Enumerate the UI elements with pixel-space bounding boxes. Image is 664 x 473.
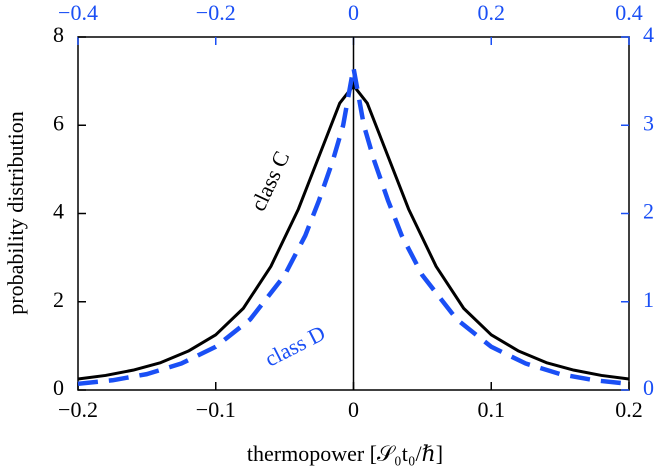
x-tick-label: −0.2 <box>58 397 98 422</box>
series-line <box>77 65 630 387</box>
x-tick-label: 0.2 <box>615 397 643 422</box>
y-tick-label: 4 <box>53 199 64 224</box>
x2-tick-label: 0 <box>348 0 359 25</box>
y-axis-title: probability distribution <box>3 111 28 315</box>
y2-tick-label: 1 <box>643 287 654 312</box>
y2-tick-label: 2 <box>643 199 654 224</box>
series-label: class C <box>245 147 294 215</box>
y-tick-label: 6 <box>53 110 64 135</box>
y2-tick-label: 0 <box>643 375 654 400</box>
y2-tick-label: 4 <box>643 22 654 47</box>
series-label: class D <box>261 320 330 371</box>
x-tick-label: 0.1 <box>478 397 506 422</box>
x-tick-label: −0.1 <box>196 397 236 422</box>
x2-tick-label: 0.4 <box>615 0 643 25</box>
y2-tick-label: 3 <box>643 110 654 135</box>
x2-tick-label: 0.2 <box>478 0 506 25</box>
x2-tick-label: −0.2 <box>196 0 236 25</box>
x-tick-label: 0 <box>348 397 359 422</box>
y-tick-label: 2 <box>53 287 64 312</box>
x-axis-title: thermopower [𝒮₀t₀/ℏ] <box>247 441 443 466</box>
x2-tick-label: −0.4 <box>58 0 98 25</box>
y-tick-label: 8 <box>53 22 64 47</box>
series-line <box>77 84 630 381</box>
y-tick-label: 0 <box>53 375 64 400</box>
